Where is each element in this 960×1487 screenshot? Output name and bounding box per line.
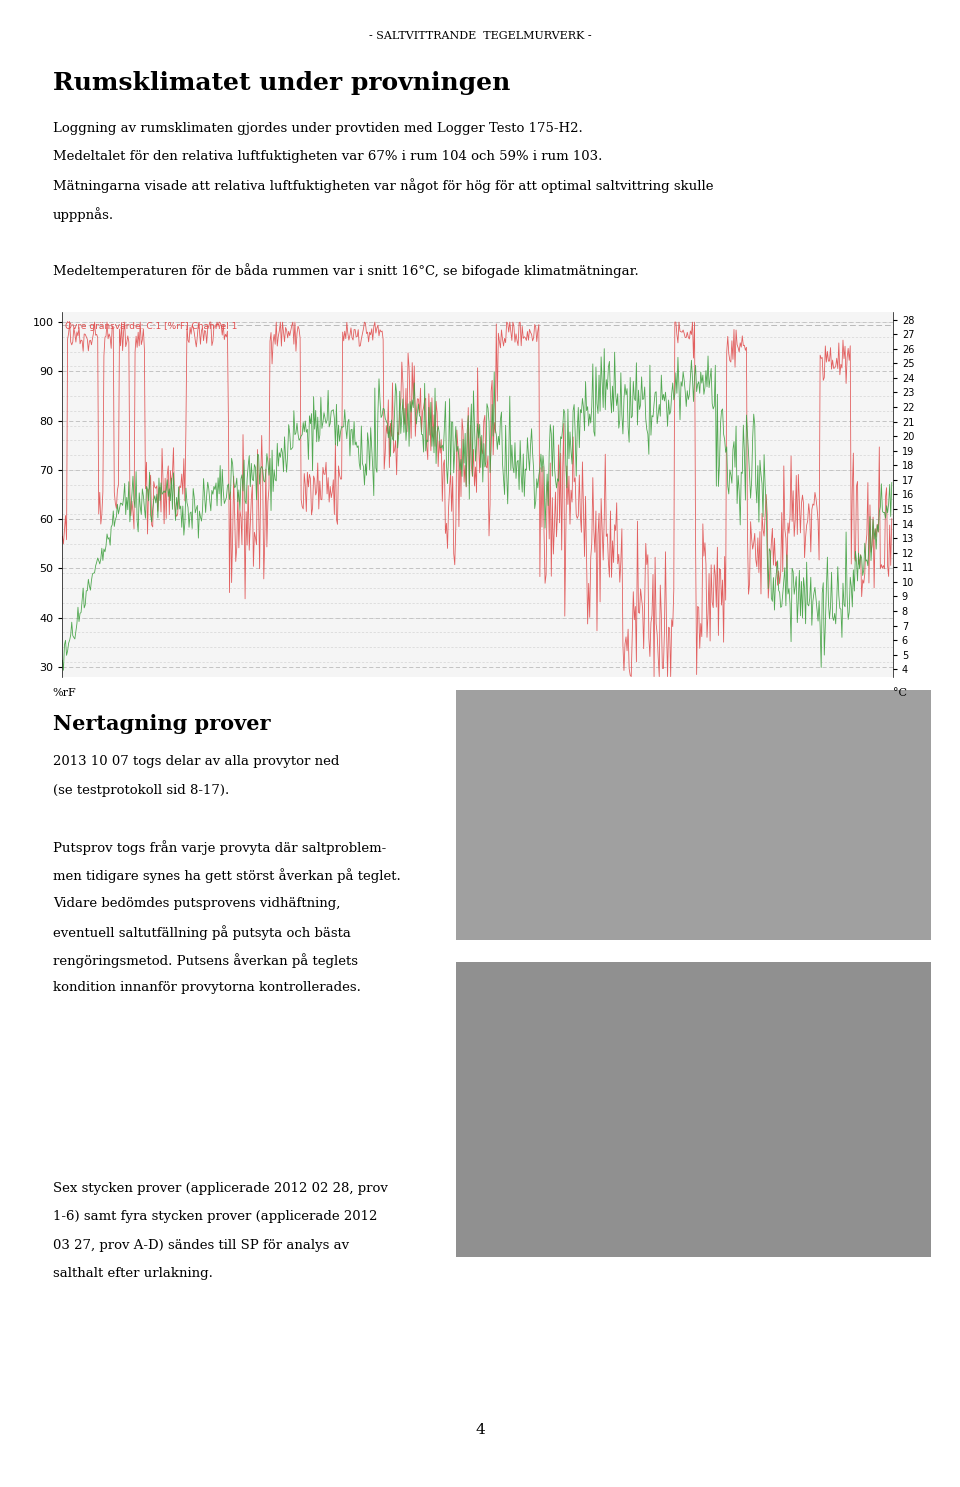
Text: %rF: %rF bbox=[53, 688, 77, 699]
Text: 1-6) samt fyra stycken prover (applicerade 2012: 1-6) samt fyra stycken prover (applicera… bbox=[53, 1210, 377, 1224]
Text: °C: °C bbox=[893, 688, 907, 699]
Text: eventuell saltutfällning på putsyta och bästa: eventuell saltutfällning på putsyta och … bbox=[53, 925, 350, 940]
Text: Vidare bedömdes putsprovens vidhäftning,: Vidare bedömdes putsprovens vidhäftning, bbox=[53, 897, 340, 910]
Text: Mätningarna visade att relativa luftfuktigheten var något för hög för att optima: Mätningarna visade att relativa luftfukt… bbox=[53, 178, 713, 193]
Text: Övre gränsvärde: C:1 [%rF] Channel 1: Övre gränsvärde: C:1 [%rF] Channel 1 bbox=[65, 321, 237, 332]
Text: upppnås.: upppnås. bbox=[53, 207, 114, 222]
Text: rengöringsmetod. Putsens åverkan på teglets: rengöringsmetod. Putsens åverkan på tegl… bbox=[53, 953, 358, 968]
Text: 03 27, prov A-D) sändes till SP för analys av: 03 27, prov A-D) sändes till SP för anal… bbox=[53, 1239, 348, 1252]
Text: Loggning av rumsklimaten gjordes under provtiden med Logger Testo 175-H2.: Loggning av rumsklimaten gjordes under p… bbox=[53, 122, 583, 135]
Text: salthalt efter urlakning.: salthalt efter urlakning. bbox=[53, 1267, 213, 1280]
Text: Medeltemperaturen för de båda rummen var i snitt 16°C, se bifogade klimatmätning: Medeltemperaturen för de båda rummen var… bbox=[53, 263, 638, 278]
Text: 4: 4 bbox=[475, 1423, 485, 1438]
Text: Nertagning prover: Nertagning prover bbox=[53, 714, 271, 733]
Text: kondition innanför provytorna kontrollerades.: kondition innanför provytorna kontroller… bbox=[53, 981, 361, 995]
Text: Medeltalet för den relativa luftfuktigheten var 67% i rum 104 och 59% i rum 103.: Medeltalet för den relativa luftfuktighe… bbox=[53, 150, 602, 164]
Text: (se testprotokoll sid 8-17).: (se testprotokoll sid 8-17). bbox=[53, 784, 229, 797]
Text: - SALTVITTRANDE  TEGELMURVERK -: - SALTVITTRANDE TEGELMURVERK - bbox=[369, 31, 591, 42]
Text: Rumsklimatet under provningen: Rumsklimatet under provningen bbox=[53, 71, 510, 95]
Text: Sex stycken prover (applicerade 2012 02 28, prov: Sex stycken prover (applicerade 2012 02 … bbox=[53, 1182, 388, 1196]
Text: men tidigare synes ha gett störst åverkan på teglet.: men tidigare synes ha gett störst åverka… bbox=[53, 868, 400, 883]
Text: 2013 10 07 togs delar av alla provytor ned: 2013 10 07 togs delar av alla provytor n… bbox=[53, 755, 339, 769]
Text: Putsprov togs från varje provyta där saltproblem-: Putsprov togs från varje provyta där sal… bbox=[53, 840, 386, 855]
